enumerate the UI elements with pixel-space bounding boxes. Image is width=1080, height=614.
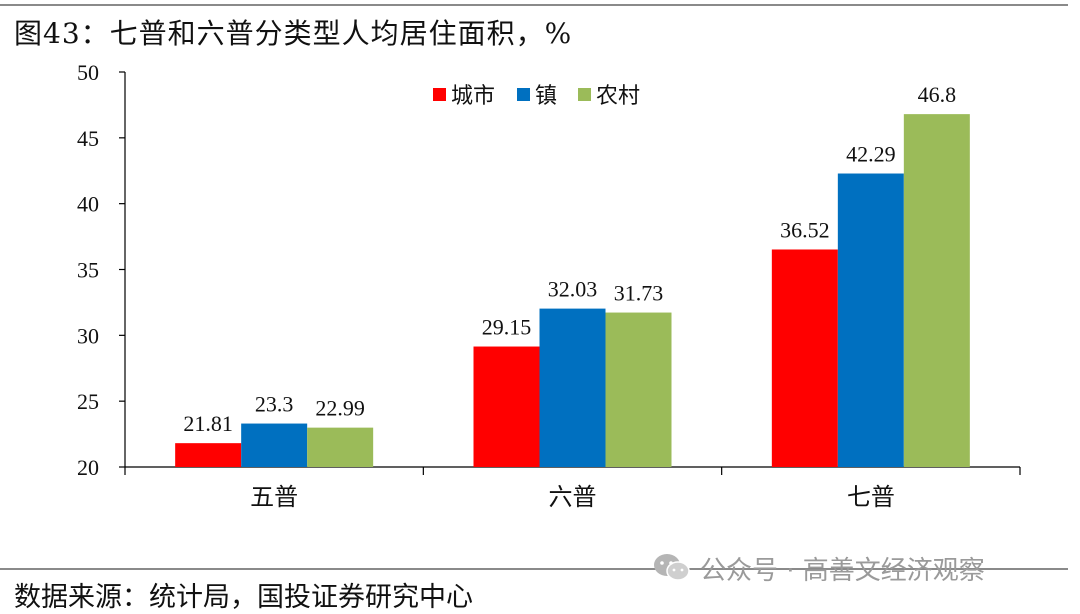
data-label: 31.73 <box>614 281 664 306</box>
y-tick-label: 20 <box>77 455 99 480</box>
y-tick-label: 40 <box>77 192 99 217</box>
y-axis: 20 25 30 35 40 45 50 <box>77 60 126 480</box>
top-rule <box>0 4 1068 6</box>
bar <box>605 312 672 467</box>
data-label: 22.99 <box>315 396 365 421</box>
data-label: 32.03 <box>548 277 598 302</box>
y-tick-label: 30 <box>77 323 99 348</box>
legend-swatch <box>433 88 446 101</box>
wechat-icon <box>654 554 690 581</box>
bottom-rule <box>0 568 1068 570</box>
x-axis: 五普 六普 七普 <box>124 466 1021 511</box>
bar <box>307 427 374 467</box>
bar-chart: 20 25 30 35 40 45 50 五普 六普 七普 21.81 23.3 22.99 29.1… <box>77 60 1021 511</box>
data-label: 42.29 <box>846 142 896 167</box>
legend-label: 镇 <box>535 83 557 108</box>
bars: 21.81 23.3 22.99 29.15 32.03 31.73 36.52 42.29 4… <box>175 82 970 467</box>
data-label: 36.52 <box>780 217 830 242</box>
x-category-label: 七普 <box>847 484 895 511</box>
data-label: 29.15 <box>482 315 532 340</box>
y-tick-label: 35 <box>77 258 99 283</box>
bar <box>241 423 308 467</box>
legend-swatch <box>578 88 591 101</box>
source-note: 数据来源：统计局，国投证券研究中心 <box>14 582 473 613</box>
bar <box>771 249 838 467</box>
x-category-label: 六普 <box>549 484 597 511</box>
bar <box>539 308 606 467</box>
watermark: 公众号 · 高善文经济观察 <box>652 548 1052 588</box>
legend: 城市 镇 农村 <box>433 83 640 108</box>
data-label: 21.81 <box>183 411 233 436</box>
bar <box>473 346 540 467</box>
legend-swatch <box>517 88 530 101</box>
data-label: 46.8 <box>918 82 957 107</box>
data-label: 23.3 <box>255 392 294 417</box>
bar <box>837 173 904 467</box>
y-tick-label: 25 <box>77 389 99 414</box>
legend-label: 农村 <box>596 83 640 108</box>
bar <box>175 443 242 467</box>
y-tick-label: 45 <box>77 126 99 151</box>
legend-label: 城市 <box>451 83 495 108</box>
bar <box>903 114 970 467</box>
x-category-label: 五普 <box>250 484 298 511</box>
y-tick-label: 50 <box>77 60 99 85</box>
watermark-text: 公众号 · 高善文经济观察 <box>700 555 985 586</box>
chart-title: 图43：七普和六普分类型人均居住面积，% <box>14 17 573 50</box>
